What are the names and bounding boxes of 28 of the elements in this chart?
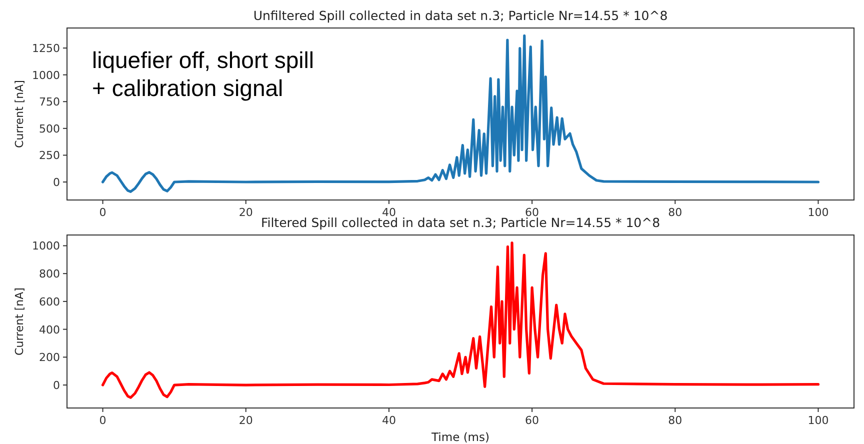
y-axis-title: Current [nA]	[13, 288, 26, 356]
x-tick-label: 100	[808, 414, 829, 427]
x-tick-label: 0	[99, 414, 106, 427]
y-tick-label: 750	[39, 96, 60, 109]
chart-title: Unfiltered Spill collected in data set n.3; Particle Nr=14.55 * 10^8	[253, 8, 668, 23]
line-series	[101, 242, 820, 399]
y-tick-label: 0	[53, 176, 60, 189]
x-axis-title: Time (ms)	[430, 430, 490, 444]
y-tick-label: 400	[39, 323, 60, 336]
y-tick-label: 250	[39, 149, 60, 162]
x-tick-label: 60	[525, 414, 540, 427]
x-tick-label: 0	[99, 206, 106, 219]
x-tick-label: 80	[668, 414, 682, 427]
y-tick-label: 800	[39, 268, 60, 281]
y-tick-label: 200	[39, 351, 60, 364]
x-tick-label: 20	[238, 206, 253, 219]
y-tick-label: 1000	[32, 240, 60, 253]
y-tick-label: 1250	[32, 42, 60, 56]
x-tick-label: 20	[238, 414, 253, 427]
y-tick-label: 1000	[32, 68, 60, 82]
y-tick-label: 500	[39, 122, 60, 136]
x-tick-label: 80	[668, 206, 682, 219]
x-tick-label: 40	[382, 414, 396, 427]
y-axis-title: Current [nA]	[13, 80, 26, 148]
y-tick-label: 600	[39, 295, 60, 308]
annotation: liquefier off, short spill + calibration signal	[92, 47, 314, 101]
y-tick-label: 0	[53, 379, 60, 392]
x-tick-label: 100	[808, 206, 829, 219]
